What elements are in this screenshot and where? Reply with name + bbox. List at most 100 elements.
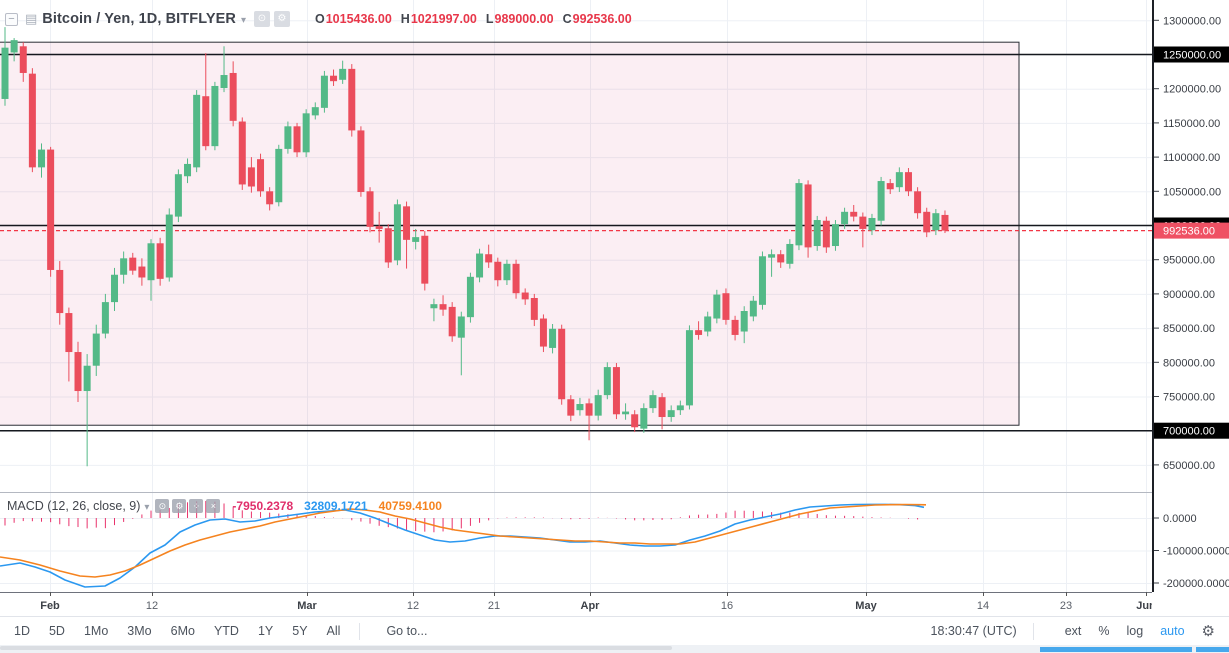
- svg-text:700000.00: 700000.00: [1163, 426, 1215, 438]
- range-5d-button[interactable]: 5D: [48, 624, 65, 638]
- macd-tick-label: -200000.0000: [1163, 578, 1229, 590]
- range-ytd-button[interactable]: YTD: [213, 624, 239, 638]
- candle-body: [174, 174, 182, 217]
- collapse-pane-button[interactable]: −: [5, 12, 18, 26]
- clock-utc[interactable]: 18:30:47 (UTC): [930, 624, 1017, 638]
- candle-body: [257, 159, 265, 192]
- candle-body: [375, 226, 383, 229]
- candle-body: [512, 263, 520, 294]
- time-tick-label: 23: [1060, 600, 1072, 612]
- candle-body: [567, 399, 575, 416]
- time-tick-label: Mar: [297, 600, 317, 612]
- highlighted-price-region[interactable]: [0, 41, 1020, 426]
- price-axis[interactable]: 1300000.00 1250000.00 1200000.00 1150000.00…: [1154, 15, 1229, 590]
- high-value: 1021997.00: [410, 12, 477, 26]
- symbol-settings-gear-icon[interactable]: ⚙: [274, 11, 290, 27]
- candle-body: [284, 126, 292, 149]
- candle-body: [28, 73, 36, 168]
- macd-chevron-down-icon[interactable]: ▾: [144, 501, 150, 513]
- price-tick-label: 900000.00: [1163, 289, 1215, 301]
- candle-body: [1, 47, 9, 99]
- range-3mo-button[interactable]: 3Mo: [127, 624, 152, 638]
- chart-properties-gear-icon[interactable]: ⚙: [1201, 623, 1215, 640]
- range-5y-button[interactable]: 5Y: [292, 624, 308, 638]
- toolbar-left-group: 1D 5D 1Mo 3Mo 6Mo YTD 1Y 5Y All Go to...: [14, 617, 427, 645]
- candle-body: [722, 293, 730, 320]
- macd-visibility-icon[interactable]: ⊙: [155, 499, 170, 513]
- candle-body: [667, 410, 675, 418]
- candle-body: [877, 181, 885, 221]
- mode-ext-button[interactable]: ext: [1064, 624, 1082, 638]
- candle-body: [685, 330, 693, 406]
- candle-body: [886, 183, 894, 190]
- mode-auto-button[interactable]: auto: [1160, 624, 1185, 638]
- candle-body: [485, 254, 493, 263]
- candle-body: [421, 235, 429, 284]
- time-axis[interactable]: Feb 12 Mar 12 21 Apr 16 May 14 23 Jun: [40, 592, 1156, 612]
- range-1mo-button[interactable]: 1Mo: [83, 624, 109, 638]
- price-axis-background[interactable]: [1152, 0, 1229, 616]
- horizontal-scrollbar-thumb[interactable]: [0, 646, 672, 650]
- candle-body: [749, 300, 757, 317]
- candle-body: [357, 130, 365, 192]
- candle-body: [430, 304, 438, 309]
- candle-body: [895, 172, 903, 188]
- candle-body: [731, 319, 739, 335]
- candle-body: [238, 121, 246, 185]
- open-value: 1015436.00: [325, 12, 392, 26]
- goto-button[interactable]: Go to...: [386, 624, 428, 638]
- candle-body: [202, 96, 210, 147]
- macd-more-options-icon[interactable]: ⁘: [189, 499, 204, 513]
- range-all-button[interactable]: All: [326, 624, 341, 638]
- candle-body: [293, 126, 301, 153]
- candles-layer[interactable]: [1, 27, 949, 467]
- candle-body: [111, 274, 119, 303]
- candle-body: [193, 94, 201, 168]
- chevron-down-icon[interactable]: ▾: [240, 14, 246, 26]
- candle-body: [649, 395, 657, 409]
- candle-body: [603, 367, 611, 396]
- candle-body: [768, 254, 776, 258]
- range-1d-button[interactable]: 1D: [14, 624, 30, 638]
- range-buttons: 1D 5D 1Mo 3Mo 6Mo YTD 1Y 5Y All: [14, 624, 359, 638]
- time-tick-label: Feb: [40, 600, 60, 612]
- mode-percent-button[interactable]: %: [1098, 624, 1110, 638]
- range-6mo-button[interactable]: 6Mo: [170, 624, 195, 638]
- macd-line-value: 32809.1721: [304, 499, 368, 513]
- symbol-compare-icon[interactable]: ⊙: [254, 11, 270, 27]
- candle-body: [521, 292, 529, 300]
- candle-body: [558, 328, 566, 400]
- candle-body: [101, 302, 109, 334]
- candle-body: [275, 148, 283, 203]
- symbol-title[interactable]: Bitcoin / Yen, 1D, BITFLYER: [42, 11, 236, 27]
- chart-canvas[interactable]: Feb 12 Mar 12 21 Apr 16 May 14 23 Jun 1300000.00 125…: [0, 0, 1229, 616]
- mode-log-button[interactable]: log: [1126, 624, 1144, 638]
- macd-label[interactable]: MACD (12, 26, close, 9): [7, 499, 141, 513]
- candle-body: [10, 40, 18, 53]
- candle-body: [941, 214, 949, 231]
- time-tick-label: 12: [146, 600, 158, 612]
- horizontal-level-lines[interactable]: [0, 53, 1152, 432]
- candle-body: [466, 276, 474, 318]
- candle-body: [439, 304, 447, 310]
- macd-line: [0, 503, 925, 588]
- candle-body: [804, 184, 812, 248]
- macd-delete-icon[interactable]: ×: [206, 499, 221, 513]
- price-tick-label: 1200000.00: [1163, 84, 1221, 96]
- candle-body: [229, 72, 237, 121]
- candle-body: [147, 243, 155, 281]
- level-price-badge: 700000.00: [1154, 422, 1229, 439]
- candle-body: [695, 330, 703, 335]
- macd-tick-label: -100000.0000: [1163, 546, 1229, 558]
- bottom-toolbar: 1D 5D 1Mo 3Mo 6Mo YTD 1Y 5Y All Go to... 18:30:4…: [0, 616, 1229, 645]
- macd-settings-gear-icon[interactable]: ⚙: [172, 499, 187, 513]
- bottom-strip: [0, 645, 1229, 653]
- candle-body: [366, 191, 374, 227]
- time-tick-label: Apr: [581, 600, 601, 612]
- range-1y-button[interactable]: 1Y: [257, 624, 274, 638]
- candle-body: [932, 213, 940, 231]
- candle-body: [786, 243, 794, 264]
- exchange-logo-icon: ▤: [25, 11, 38, 26]
- chart-plot-area[interactable]: Feb 12 Mar 12 21 Apr 16 May 14 23 Jun 1300000.00 125…: [0, 0, 1229, 616]
- candle-body: [448, 306, 456, 337]
